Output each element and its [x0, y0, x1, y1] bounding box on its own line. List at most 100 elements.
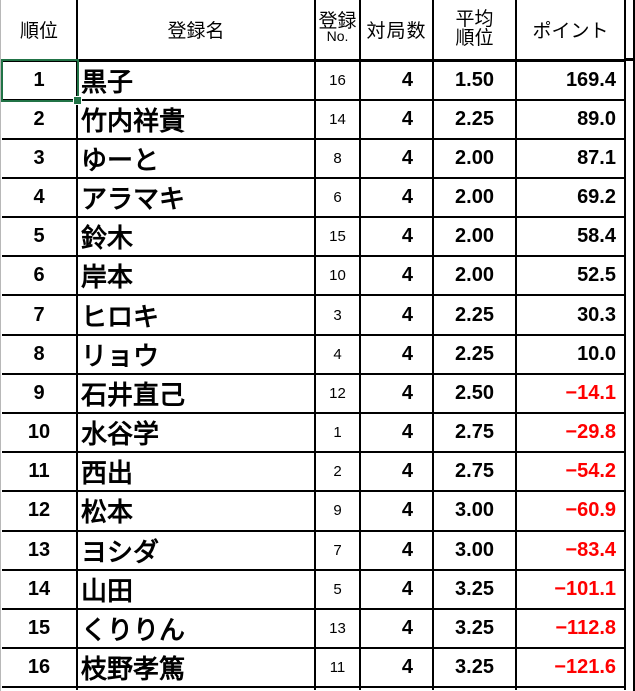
cell-reg-no[interactable]: 9	[314, 490, 361, 532]
cell-reg-no[interactable]: 14	[314, 98, 361, 140]
cell-points[interactable]: −54.2	[515, 451, 626, 493]
cell-rank[interactable]: 6	[2, 255, 78, 297]
cell-reg-no[interactable]: 6	[314, 176, 361, 219]
cell-games[interactable]: 4	[359, 137, 434, 179]
cell-games[interactable]: 4	[359, 647, 434, 689]
cell-rank[interactable]: 9	[2, 372, 78, 415]
cell-points[interactable]: −101.1	[515, 568, 626, 610]
cell-name[interactable]: 鈴木	[76, 216, 316, 258]
cell-name[interactable]: 水谷学	[76, 411, 316, 454]
cell-rank[interactable]: 1	[2, 59, 78, 101]
cell-games[interactable]: 4	[359, 59, 434, 101]
cell-rank[interactable]: 12	[2, 490, 78, 532]
cell-name[interactable]: くりりん	[76, 607, 316, 650]
cell-name[interactable]: 石井直己	[76, 372, 316, 415]
cell-name[interactable]: 松本	[76, 490, 316, 532]
cell-avg-rank[interactable]: 3.25	[432, 647, 517, 689]
cell-name[interactable]: アラマキ	[76, 176, 316, 219]
cell-games[interactable]: 4	[359, 176, 434, 219]
cell-reg-no[interactable]: 3	[314, 294, 361, 336]
cell-rank[interactable]: 14	[2, 568, 78, 610]
cell-points[interactable]: −121.6	[515, 647, 626, 689]
header-games[interactable]: 対局数	[359, 0, 434, 62]
cell-name[interactable]: ゆーと	[76, 137, 316, 179]
cell-avg-rank[interactable]: 1.50	[432, 59, 517, 101]
cell-rank[interactable]: 11	[2, 451, 78, 493]
cell-avg-rank[interactable]: 3.25	[432, 568, 517, 610]
cell-rank[interactable]: 7	[2, 294, 78, 336]
cell-avg-rank[interactable]: 2.75	[432, 411, 517, 454]
cell-avg-rank[interactable]: 3.25	[432, 607, 517, 650]
cell-games[interactable]: 4	[359, 372, 434, 415]
cell-points[interactable]: −83.4	[515, 529, 626, 571]
cell-avg-rank[interactable]: 2.25	[432, 333, 517, 375]
cell-reg-no[interactable]: 7	[314, 529, 361, 571]
cell-rank[interactable]: 2	[2, 98, 78, 140]
cell-name[interactable]: ヨシダ	[76, 529, 316, 571]
cell-games[interactable]: 4	[359, 607, 434, 650]
cell-reg-no[interactable]: 10	[314, 255, 361, 297]
cell-avg-rank[interactable]: 2.00	[432, 216, 517, 258]
cell-name[interactable]: 竹内祥貴	[76, 98, 316, 140]
cell-points[interactable]: 87.1	[515, 137, 626, 179]
cell-name[interactable]: 山田	[76, 568, 316, 610]
cell-rank[interactable]: 16	[2, 647, 78, 689]
cell-avg-rank[interactable]: 3.00	[432, 490, 517, 532]
cell-reg-no[interactable]: 2	[314, 451, 361, 493]
empty-cell[interactable]	[76, 686, 316, 691]
cell-avg-rank[interactable]: 2.50	[432, 372, 517, 415]
cell-avg-rank[interactable]: 2.00	[432, 255, 517, 297]
cell-reg-no[interactable]: 8	[314, 137, 361, 179]
cell-games[interactable]: 4	[359, 451, 434, 493]
cell-games[interactable]: 4	[359, 98, 434, 140]
cell-rank[interactable]: 13	[2, 529, 78, 571]
empty-cell[interactable]	[2, 686, 78, 691]
cell-points[interactable]: 69.2	[515, 176, 626, 219]
cell-rank[interactable]: 15	[2, 607, 78, 650]
empty-cell[interactable]	[314, 686, 361, 691]
cell-rank[interactable]: 3	[2, 137, 78, 179]
cell-avg-rank[interactable]: 2.00	[432, 176, 517, 219]
cell-name[interactable]: 黒子	[76, 59, 316, 101]
cell-points[interactable]: 169.4	[515, 59, 626, 101]
cell-avg-rank[interactable]: 2.25	[432, 294, 517, 336]
cell-games[interactable]: 4	[359, 255, 434, 297]
cell-rank[interactable]: 10	[2, 411, 78, 454]
header-name[interactable]: 登録名	[76, 0, 316, 62]
header-points[interactable]: ポイント	[515, 0, 626, 62]
cell-games[interactable]: 4	[359, 294, 434, 336]
cell-name[interactable]: 西出	[76, 451, 316, 493]
cell-name[interactable]: 岸本	[76, 255, 316, 297]
cell-avg-rank[interactable]: 3.00	[432, 529, 517, 571]
cell-reg-no[interactable]: 15	[314, 216, 361, 258]
cell-games[interactable]: 4	[359, 529, 434, 571]
cell-name[interactable]: ヒロキ	[76, 294, 316, 336]
cell-points[interactable]: 58.4	[515, 216, 626, 258]
cell-points[interactable]: −112.8	[515, 607, 626, 650]
cell-games[interactable]: 4	[359, 216, 434, 258]
cell-name[interactable]: リョウ	[76, 333, 316, 375]
cell-rank[interactable]: 8	[2, 333, 78, 375]
cell-reg-no[interactable]: 1	[314, 411, 361, 454]
cell-games[interactable]: 4	[359, 490, 434, 532]
cell-games[interactable]: 4	[359, 411, 434, 454]
cell-reg-no[interactable]: 4	[314, 333, 361, 375]
fill-handle[interactable]	[73, 96, 82, 105]
cell-points[interactable]: 52.5	[515, 255, 626, 297]
empty-cell[interactable]	[515, 686, 626, 691]
empty-cell[interactable]	[432, 686, 517, 691]
cell-avg-rank[interactable]: 2.25	[432, 98, 517, 140]
cell-points[interactable]: −14.1	[515, 372, 626, 415]
empty-cell[interactable]	[359, 686, 434, 691]
cell-reg-no[interactable]: 13	[314, 607, 361, 650]
cell-avg-rank[interactable]: 2.75	[432, 451, 517, 493]
header-avg-rank[interactable]: 平均 順位	[432, 0, 517, 62]
header-reg-no[interactable]: 登録 No.	[314, 0, 361, 62]
cell-points[interactable]: −29.8	[515, 411, 626, 454]
cell-reg-no[interactable]: 16	[314, 59, 361, 101]
cell-points[interactable]: 10.0	[515, 333, 626, 375]
cell-reg-no[interactable]: 5	[314, 568, 361, 610]
cell-points[interactable]: 30.3	[515, 294, 626, 336]
cell-points[interactable]: −60.9	[515, 490, 626, 532]
cell-reg-no[interactable]: 11	[314, 647, 361, 689]
